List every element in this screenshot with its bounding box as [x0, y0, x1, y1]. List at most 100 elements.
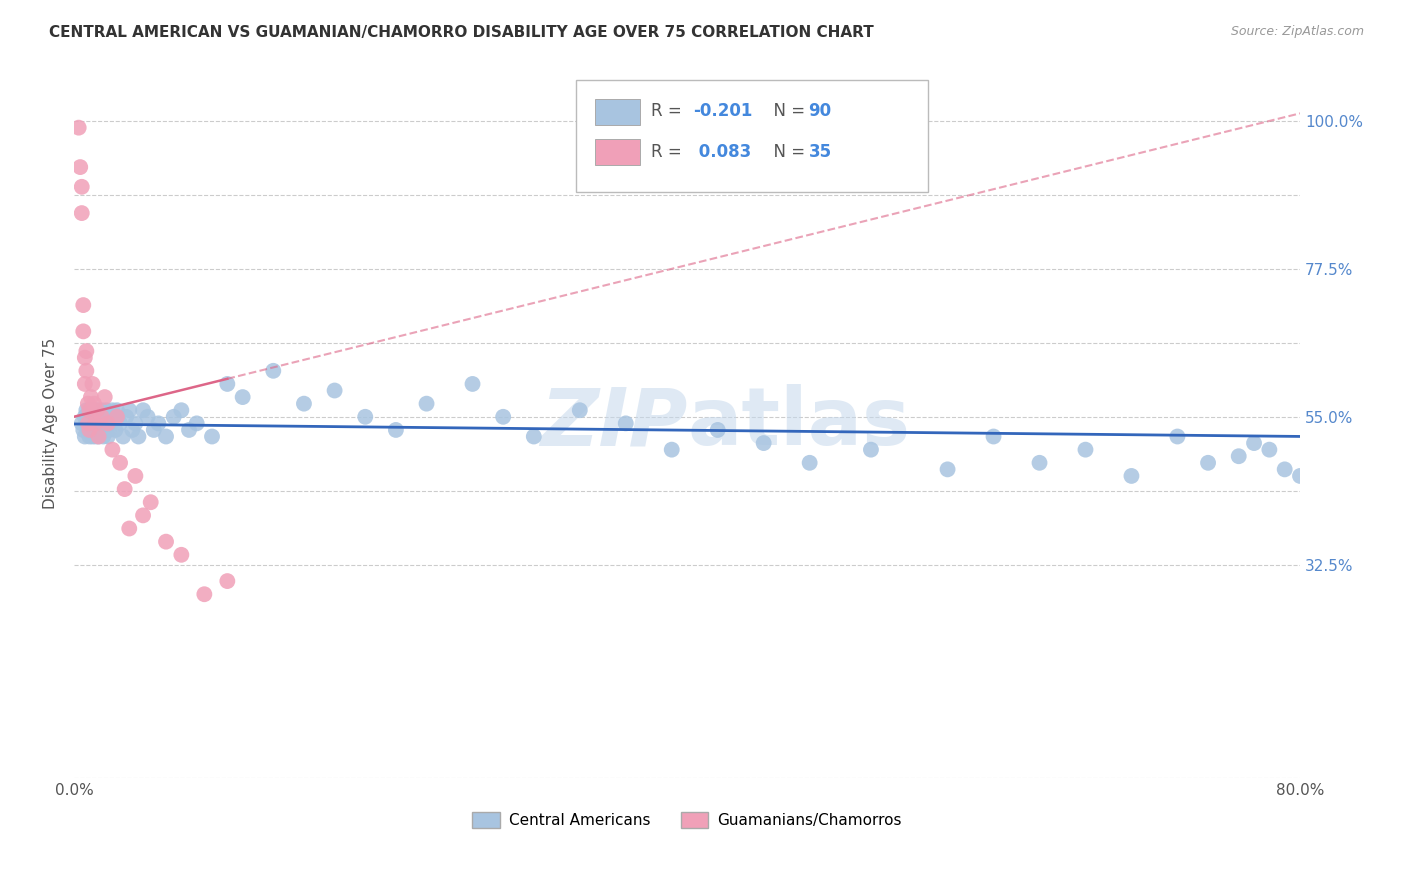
Text: -0.201: -0.201 [693, 103, 752, 120]
Point [72, 423, 94, 437]
Point [1121, 469, 1143, 483]
Point [86, 423, 108, 437]
Point [96, 403, 118, 417]
Point [90, 403, 112, 417]
Point [1243, 436, 1265, 450]
Point [148, 417, 170, 431]
Point [83, 409, 105, 424]
Point [1166, 429, 1188, 443]
Point [84, 417, 107, 431]
Point [193, 587, 215, 601]
Point [83, 423, 105, 437]
Text: N =: N = [763, 143, 811, 161]
Point [1227, 449, 1250, 463]
Point [79, 403, 101, 417]
Point [80, 390, 103, 404]
Point [75, 344, 97, 359]
Point [983, 429, 1005, 443]
Point [163, 409, 186, 424]
Text: atlas: atlas [688, 384, 910, 462]
Point [93, 390, 115, 404]
Point [354, 409, 377, 424]
Point [96, 417, 118, 431]
Point [73, 409, 96, 424]
Point [108, 456, 131, 470]
Point [90, 417, 112, 431]
Point [73, 429, 96, 443]
Point [89, 409, 111, 424]
Text: 35: 35 [808, 143, 831, 161]
Point [84, 417, 107, 431]
Point [69, 160, 91, 174]
Point [75, 364, 97, 378]
Text: 90: 90 [808, 103, 831, 120]
Point [118, 403, 141, 417]
Point [97, 429, 120, 443]
Legend: Central Americans, Guamanians/Chamorros: Central Americans, Guamanians/Chamorros [465, 806, 908, 834]
Text: 0.083: 0.083 [693, 143, 751, 161]
Point [155, 429, 177, 443]
Point [70, 206, 93, 220]
Point [77, 397, 100, 411]
Point [77, 423, 100, 437]
Point [170, 548, 193, 562]
Point [87, 417, 110, 431]
Point [87, 429, 110, 443]
Point [132, 403, 155, 417]
Point [86, 403, 108, 417]
Point [73, 376, 96, 391]
Point [101, 403, 124, 417]
Point [461, 376, 484, 391]
Point [97, 417, 120, 431]
Point [79, 403, 101, 417]
Point [98, 423, 121, 437]
Point [752, 436, 775, 450]
Point [1289, 469, 1312, 483]
Point [105, 409, 128, 424]
Point [86, 403, 108, 417]
Point [136, 409, 159, 424]
Text: R =: R = [651, 103, 688, 120]
Point [93, 423, 115, 437]
Point [568, 403, 591, 417]
Point [661, 442, 683, 457]
Point [706, 423, 728, 437]
Point [97, 409, 120, 424]
Point [124, 469, 146, 483]
Point [75, 403, 97, 417]
Point [201, 429, 224, 443]
Point [82, 417, 104, 431]
Point [112, 429, 135, 443]
Text: R =: R = [651, 143, 688, 161]
Point [121, 423, 143, 437]
Point [124, 417, 146, 431]
Point [1197, 456, 1219, 470]
Point [105, 403, 128, 417]
Point [115, 409, 138, 424]
Point [936, 462, 959, 476]
Point [108, 417, 131, 431]
Point [83, 397, 105, 411]
Point [142, 423, 165, 437]
Point [79, 429, 101, 443]
Point [103, 409, 125, 424]
Point [70, 417, 93, 431]
Point [262, 364, 284, 378]
Point [799, 456, 821, 470]
Point [859, 442, 882, 457]
Point [90, 409, 112, 424]
Text: ZIP: ZIP [540, 384, 688, 462]
Point [217, 376, 239, 391]
Point [91, 429, 114, 443]
Point [77, 409, 100, 424]
Point [93, 409, 115, 424]
Point [118, 522, 141, 536]
Text: CENTRAL AMERICAN VS GUAMANIAN/CHAMORRO DISABILITY AGE OVER 75 CORRELATION CHART: CENTRAL AMERICAN VS GUAMANIAN/CHAMORRO D… [49, 25, 875, 40]
Point [139, 495, 162, 509]
Point [292, 397, 315, 411]
Point [104, 423, 127, 437]
Point [89, 423, 111, 437]
Point [77, 417, 100, 431]
Point [79, 417, 101, 431]
Point [80, 423, 103, 437]
